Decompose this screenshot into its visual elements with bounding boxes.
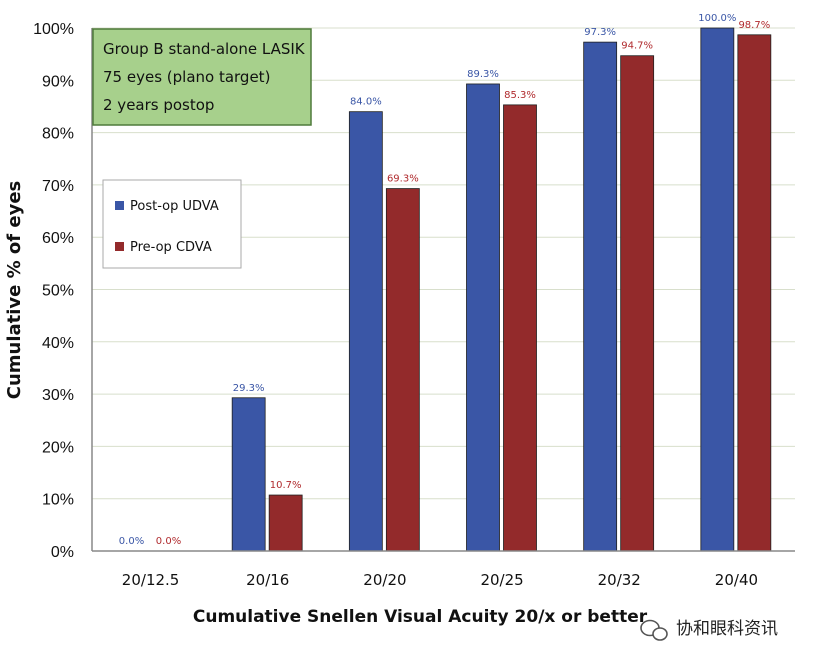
- annotation-line-2: 75 eyes (plano target): [103, 68, 270, 86]
- data-label-post-op: 29.3%: [233, 383, 265, 394]
- bar-pre-op: [738, 35, 771, 551]
- legend-label-post-op: Post-op UDVA: [130, 199, 219, 214]
- watermark-text: 协和眼科资讯: [676, 619, 778, 639]
- bar-post-op: [467, 84, 500, 551]
- x-tick-label: 20/32: [598, 571, 641, 589]
- y-tick-label: 50%: [42, 283, 74, 300]
- data-label-post-op: 97.3%: [584, 27, 616, 38]
- legend-label-pre-op: Pre-op CDVA: [130, 240, 212, 255]
- y-tick-label: 60%: [42, 230, 74, 247]
- y-tick-label: 20%: [42, 439, 74, 456]
- x-tick-label: 20/12.5: [122, 571, 180, 589]
- bar-post-op: [349, 112, 382, 551]
- y-tick-label: 80%: [42, 126, 74, 143]
- bar-chart-svg: 0% 10% 20% 30% 40% 50% 60% 70% 80% 90% 100% 0.0% 0.…: [0, 0, 818, 664]
- x-tick-label: 20/16: [246, 571, 289, 589]
- x-axis-ticks: 20/12.5 20/16 20/20 20/25 20/32 20/40: [122, 571, 758, 589]
- data-label-pre-op: 85.3%: [504, 90, 536, 101]
- y-axis-ticks: 0% 10% 20% 30% 40% 50% 60% 70% 80% 90% 100%: [33, 21, 74, 561]
- y-tick-label: 90%: [42, 73, 74, 90]
- bar-pre-op: [504, 105, 537, 551]
- y-tick-label: 30%: [42, 387, 74, 404]
- data-label-post-op: 100.0%: [698, 13, 736, 24]
- annotation-line-3: 2 years postop: [103, 96, 214, 114]
- bar-post-op: [701, 28, 734, 551]
- x-tick-label: 20/40: [715, 571, 758, 589]
- legend: Post-op UDVA Pre-op CDVA: [103, 180, 241, 268]
- data-label-pre-op: 0.0%: [156, 536, 181, 547]
- y-tick-label: 100%: [33, 21, 74, 38]
- watermark: 协和眼科资讯: [641, 619, 778, 640]
- bar-post-op: [232, 398, 265, 551]
- legend-swatch-post-op: [115, 201, 124, 210]
- y-tick-label: 0%: [51, 544, 74, 561]
- data-label-pre-op: 98.7%: [738, 20, 770, 31]
- data-label-post-op: 84.0%: [350, 97, 382, 108]
- y-tick-label: 70%: [42, 178, 74, 195]
- data-label-pre-op: 10.7%: [270, 480, 302, 491]
- y-axis-title: Cumulative % of eyes: [4, 181, 25, 400]
- bar-pre-op: [621, 56, 654, 551]
- legend-swatch-pre-op: [115, 242, 124, 251]
- annotation-line-1: Group B stand-alone LASIK: [103, 40, 306, 58]
- y-tick-label: 40%: [42, 335, 74, 352]
- x-tick-label: 20/20: [363, 571, 406, 589]
- bar-pre-op: [386, 189, 419, 551]
- data-label-post-op: 89.3%: [467, 69, 499, 80]
- data-label-pre-op: 94.7%: [621, 41, 653, 52]
- bar-post-op: [584, 42, 617, 551]
- data-label-pre-op: 69.3%: [387, 174, 419, 185]
- data-label-post-op: 0.0%: [119, 536, 144, 547]
- x-tick-label: 20/25: [480, 571, 523, 589]
- bar-pre-op: [269, 495, 302, 551]
- y-tick-label: 10%: [42, 492, 74, 509]
- chart: 0% 10% 20% 30% 40% 50% 60% 70% 80% 90% 100% 0.0% 0.…: [0, 0, 818, 664]
- x-axis-title: Cumulative Snellen Visual Acuity 20/x or…: [193, 607, 648, 627]
- annotation-box: Group B stand-alone LASIK 75 eyes (plano…: [93, 29, 311, 125]
